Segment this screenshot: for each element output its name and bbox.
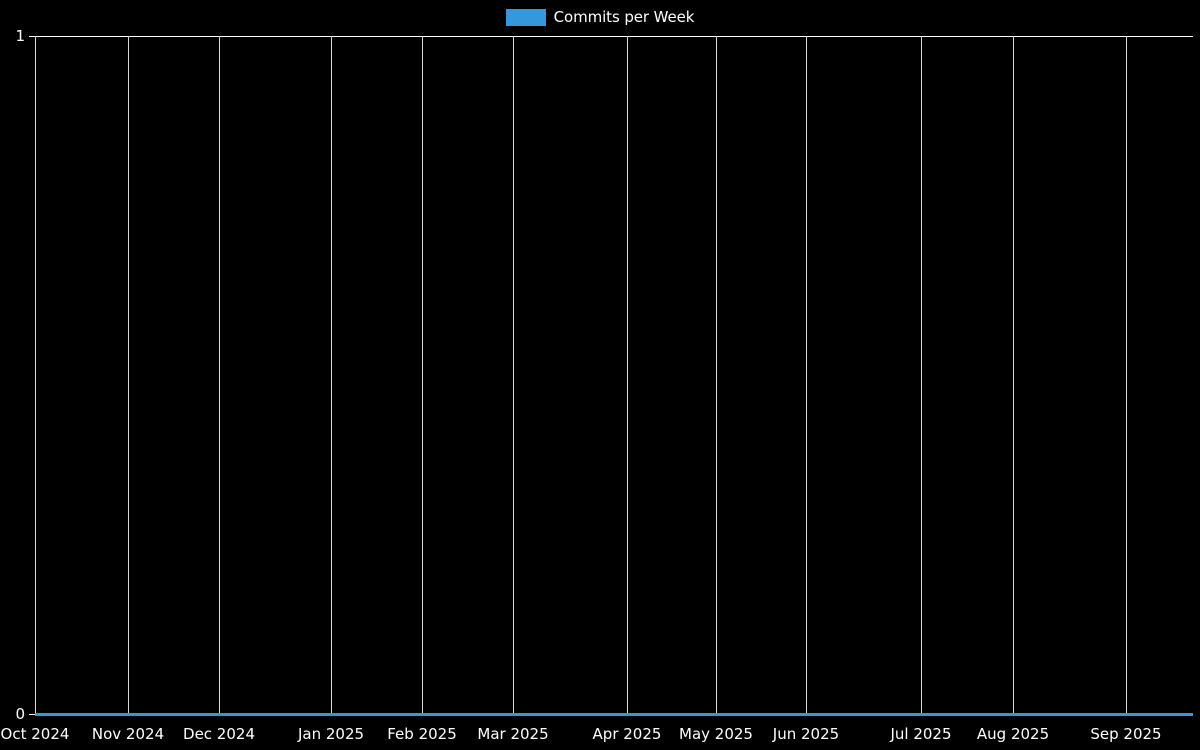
y-axis-tick-label-1: 1	[15, 27, 25, 45]
x-axis-tick-label: May 2025	[679, 725, 753, 743]
gridline-month	[716, 36, 717, 714]
gridline-month	[921, 36, 922, 714]
x-axis-tick-label: Oct 2024	[0, 725, 70, 743]
gridline-month	[422, 36, 423, 714]
gridline-month	[513, 36, 514, 714]
x-axis-tick-label: Jan 2025	[297, 725, 365, 743]
x-axis-tick-label: Sep 2025	[1090, 725, 1162, 743]
gridline-month	[1126, 36, 1127, 714]
y-axis-tick-label-0: 0	[15, 705, 25, 723]
legend-swatch-icon	[505, 8, 546, 26]
legend-label-commits-per-week: Commits per Week	[553, 7, 695, 26]
y-tick-mark-bottom	[29, 714, 35, 715]
gridline-month	[627, 36, 628, 714]
x-axis-tick-label: Aug 2025	[976, 725, 1050, 743]
x-axis-tick-label: Feb 2025	[387, 725, 457, 743]
gridline-month	[806, 36, 807, 714]
gridline-month	[128, 36, 129, 714]
plot-area	[35, 36, 1193, 714]
x-axis-tick-label: Nov 2024	[91, 725, 165, 743]
x-axis-tick-label: Jun 2025	[772, 725, 840, 743]
y-tick-mark-top	[29, 36, 35, 37]
series-line-commits-per-week	[35, 713, 1193, 716]
gridline-month	[35, 36, 36, 714]
gridline-month	[219, 36, 220, 714]
gridline-month	[1013, 36, 1014, 714]
x-axis-tick-label: Mar 2025	[477, 725, 549, 743]
x-axis-tick-label: Apr 2025	[592, 725, 662, 743]
x-axis-tick-label: Dec 2024	[183, 725, 255, 743]
gridline-month	[331, 36, 332, 714]
chart-legend: Commits per Week	[0, 6, 1200, 28]
axis-line-top	[35, 36, 1193, 37]
x-axis-tick-label: Jul 2025	[890, 725, 952, 743]
